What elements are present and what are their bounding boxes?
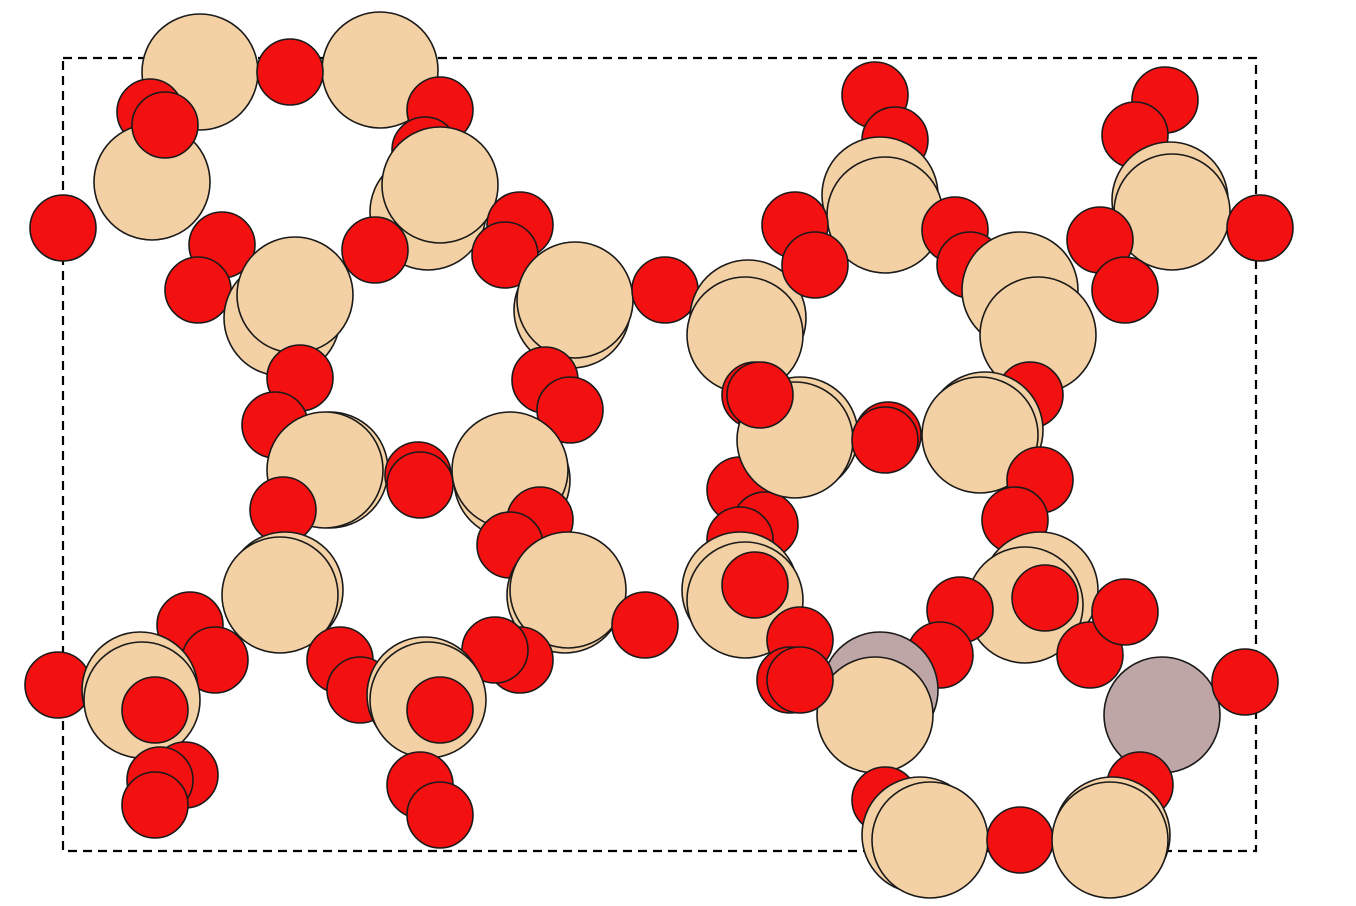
oxygen-atom (726, 361, 794, 429)
silicon-atom (1113, 153, 1231, 271)
oxygen-atom (1211, 648, 1279, 716)
silicon-atom (509, 531, 627, 649)
silicon-atom (516, 241, 634, 359)
silicon-atom (381, 126, 499, 244)
oxygen-atom (341, 216, 409, 284)
oxygen-atom (1091, 578, 1159, 646)
oxygen-atom (256, 38, 324, 106)
oxygen-atom (406, 781, 474, 849)
oxygen-atom (721, 551, 789, 619)
silicon-atom (1051, 781, 1169, 899)
oxygen-atom (1226, 194, 1294, 262)
unit-cell-border (61, 56, 1258, 853)
oxygen-atom (406, 676, 474, 744)
oxygen-atom (131, 91, 199, 159)
silicon-atom (871, 781, 989, 899)
oxygen-atom (1011, 564, 1079, 632)
oxygen-atom (631, 256, 699, 324)
aluminum-atom (1103, 656, 1221, 774)
oxygen-atom (1091, 256, 1159, 324)
silicon-atom (236, 236, 354, 354)
silicon-atom (221, 536, 339, 654)
oxygen-atom (986, 806, 1054, 874)
oxygen-atom (386, 451, 454, 519)
oxygen-atom (766, 646, 834, 714)
oxygen-atom (781, 231, 849, 299)
oxygen-atom (121, 771, 189, 839)
oxygen-atom (24, 651, 92, 719)
oxygen-atom (536, 376, 604, 444)
atoms-layer (24, 11, 1294, 899)
oxygen-atom (851, 406, 919, 474)
silicon-atom (816, 656, 934, 774)
oxygen-atom (121, 676, 189, 744)
oxygen-atom (611, 591, 679, 659)
oxygen-atom (29, 194, 97, 262)
silicon-atom (921, 376, 1039, 494)
oxygen-atom (164, 256, 232, 324)
